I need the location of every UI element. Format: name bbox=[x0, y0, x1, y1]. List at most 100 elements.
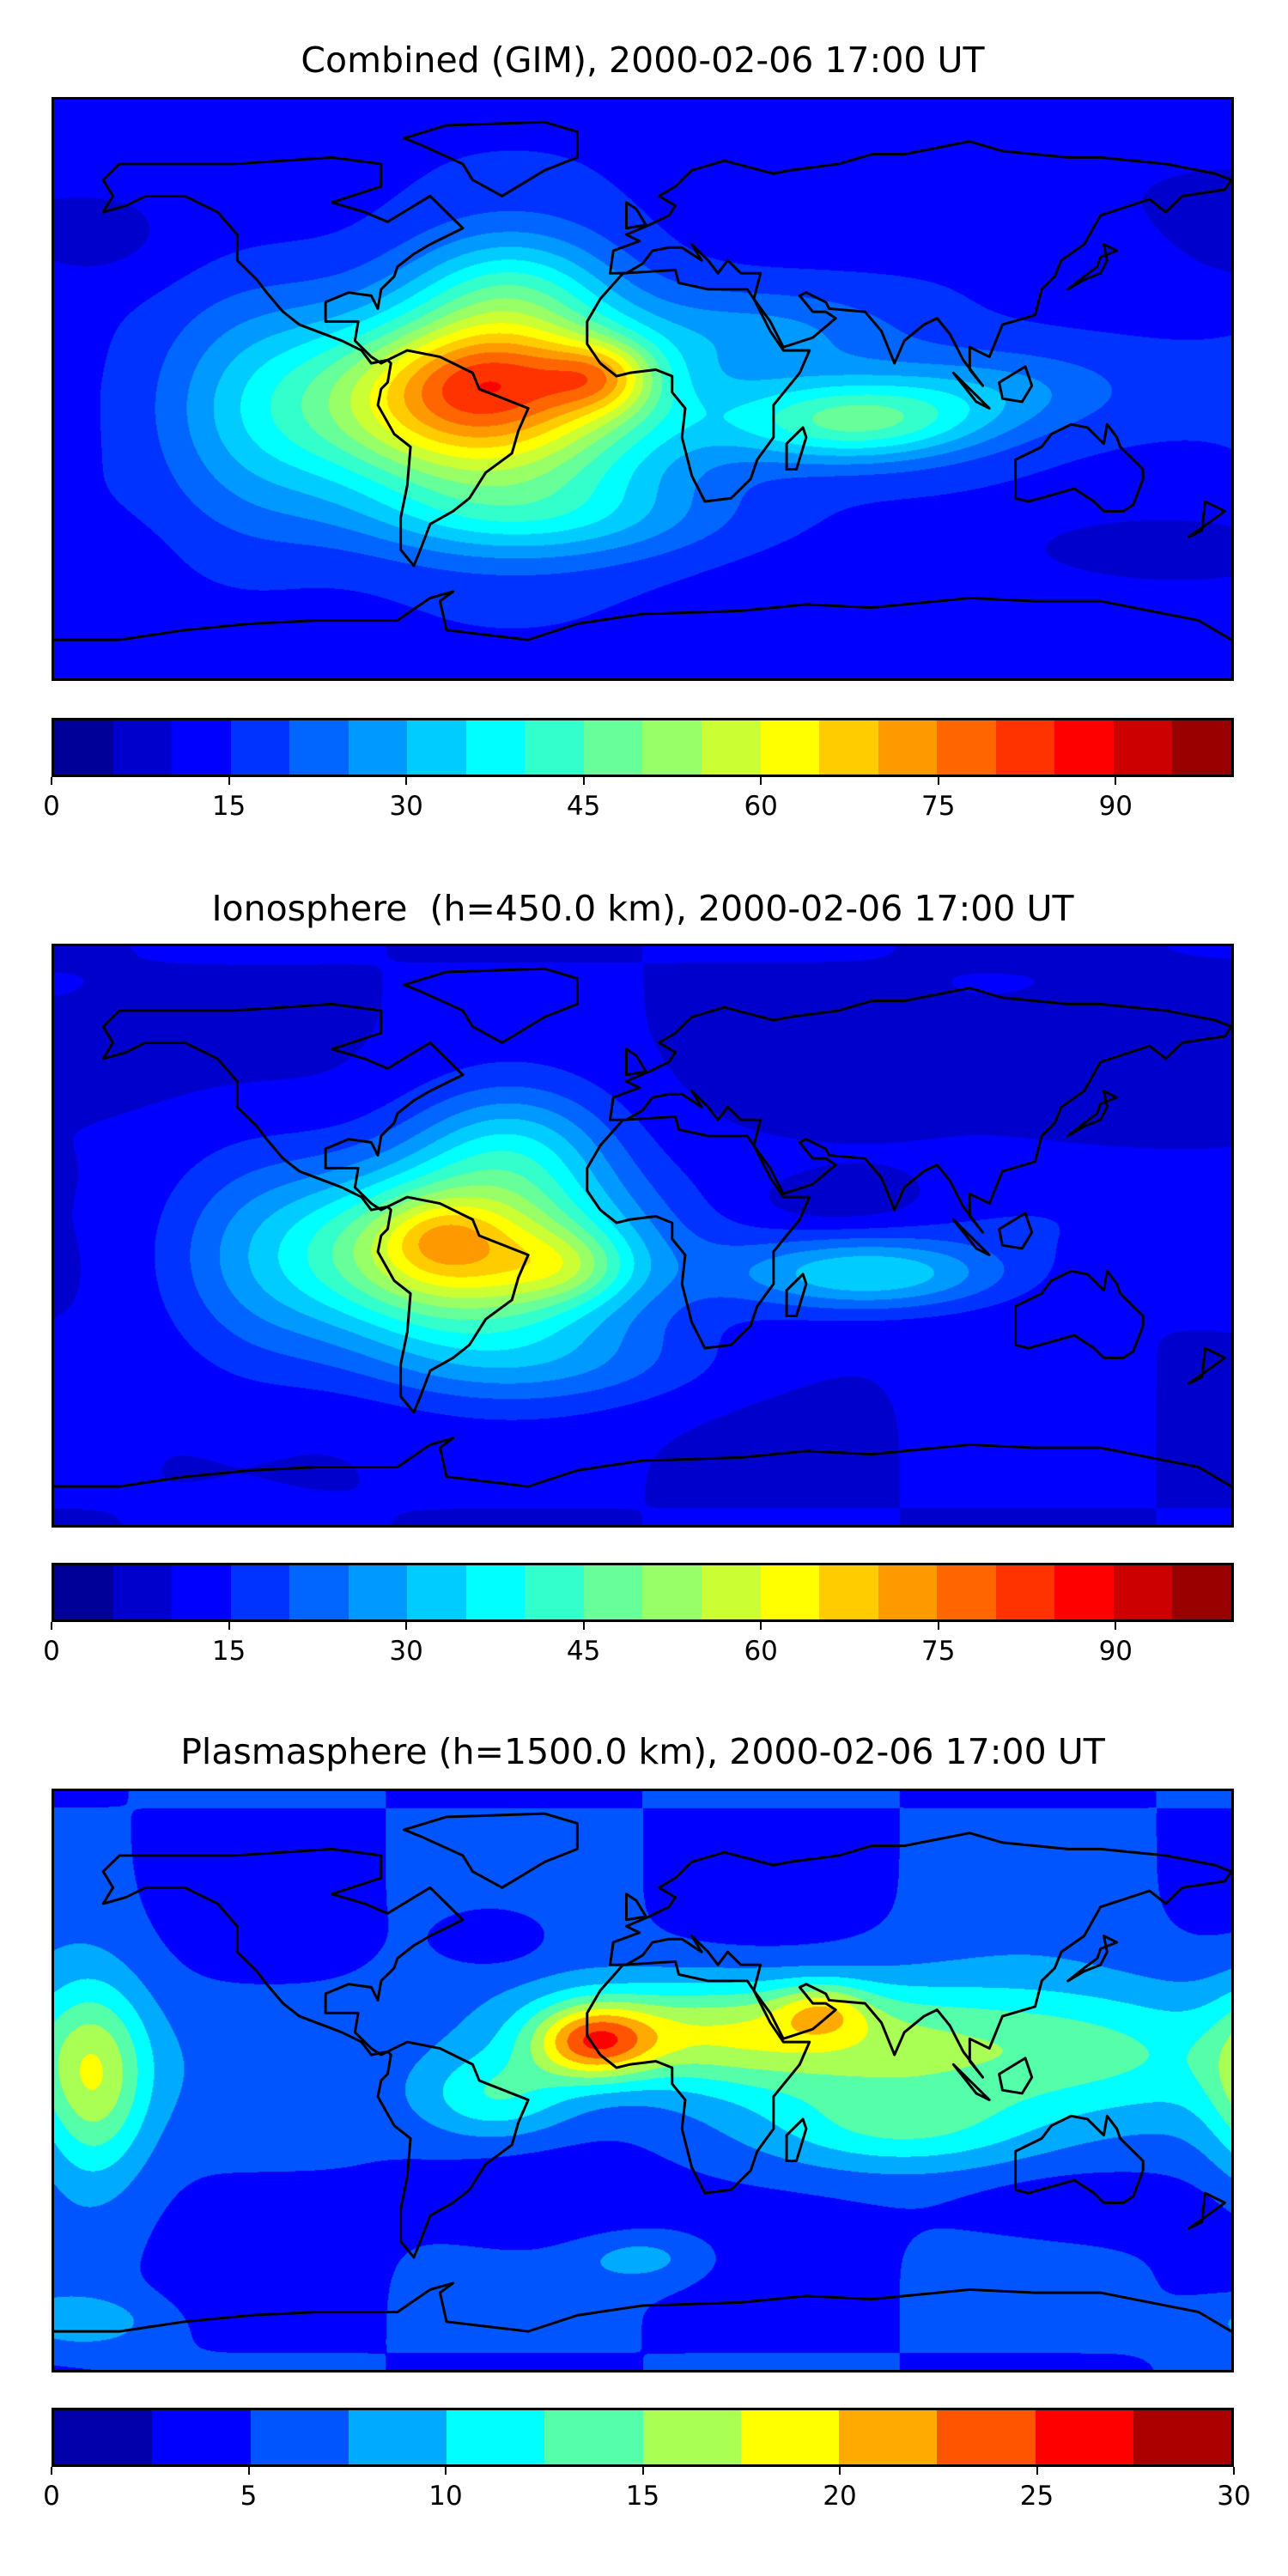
colorbar bbox=[52, 1563, 1234, 1622]
colorbar-segment bbox=[112, 720, 173, 775]
coastline bbox=[1066, 1090, 1119, 1138]
colorbar-tick-label: 15 bbox=[211, 791, 246, 822]
coastline bbox=[624, 1893, 647, 1922]
colorbar-segment bbox=[407, 720, 466, 775]
colorbar-tick-label: 90 bbox=[1098, 1636, 1133, 1667]
colorbar-tick bbox=[1115, 777, 1117, 785]
colorbar-tick bbox=[1233, 2467, 1235, 2475]
coastline bbox=[403, 1812, 579, 1889]
colorbar-segment bbox=[289, 1565, 349, 1619]
colorbar-segment bbox=[1054, 1565, 1114, 1619]
coastline bbox=[101, 1847, 465, 2057]
coastline bbox=[951, 1218, 991, 1256]
colorbar-tick bbox=[1036, 2467, 1038, 2475]
colorbar-segment bbox=[447, 2410, 545, 2464]
chart-title: Combined (GIM), 2000-02-06 17:00 UT bbox=[301, 39, 985, 81]
colorbar-segment bbox=[1172, 720, 1231, 775]
coastline bbox=[403, 120, 579, 197]
coastline bbox=[608, 987, 1231, 1234]
colorbar-tick bbox=[445, 2467, 447, 2475]
colorbar-segment bbox=[250, 2410, 349, 2464]
colorbar-segment bbox=[760, 720, 820, 775]
colorbar-segment bbox=[54, 720, 113, 775]
coastline bbox=[998, 365, 1034, 404]
coastline bbox=[586, 268, 811, 503]
colorbar-segment bbox=[583, 1565, 643, 1619]
coastline bbox=[101, 155, 465, 365]
contour-field bbox=[54, 100, 1231, 678]
colorbar-segment bbox=[348, 1565, 408, 1619]
colorbar-tick-label: 60 bbox=[744, 791, 778, 822]
colorbar-segment bbox=[642, 1565, 702, 1619]
coastline bbox=[998, 1212, 1034, 1250]
colorbar-tick-label: 0 bbox=[43, 2481, 60, 2512]
colorbar-tick-label: 15 bbox=[625, 2481, 660, 2512]
colorbar-tick bbox=[405, 1622, 408, 1630]
coastline bbox=[1066, 1935, 1119, 1983]
colorbar-tick-label: 30 bbox=[389, 1636, 423, 1667]
colorbar-segment bbox=[407, 1565, 466, 1619]
colorbar-segment bbox=[112, 1565, 173, 1619]
map-plasmasphere bbox=[52, 1789, 1234, 2372]
coastline bbox=[586, 1959, 811, 2195]
coastline bbox=[785, 426, 808, 471]
colorbar-segment bbox=[1172, 1565, 1231, 1619]
colorbar-segment bbox=[819, 720, 878, 775]
colorbar-tick-label: 20 bbox=[823, 2481, 857, 2512]
coastline bbox=[54, 1437, 1231, 1488]
contour-field bbox=[54, 946, 1231, 1525]
colorbar-segment bbox=[740, 2410, 839, 2464]
colorbar-segment bbox=[937, 720, 996, 775]
coastline bbox=[785, 1273, 808, 1318]
coastline bbox=[54, 2281, 1231, 2333]
coastlines bbox=[54, 1812, 1231, 2333]
colorbar-tick-label: 30 bbox=[389, 791, 423, 822]
colorbar-tick bbox=[405, 777, 408, 785]
colorbar-tick bbox=[937, 1622, 939, 1630]
colorbar-tick-label: 75 bbox=[921, 1636, 956, 1667]
coastline bbox=[1014, 422, 1145, 513]
colorbar-tick bbox=[1115, 1622, 1117, 1630]
map-combined bbox=[52, 97, 1234, 681]
colorbar-segment bbox=[348, 2410, 447, 2464]
coastline bbox=[1188, 2191, 1226, 2230]
coastline bbox=[376, 349, 530, 568]
colorbar-tick bbox=[760, 777, 762, 785]
colorbar-tick bbox=[247, 2467, 250, 2475]
colorbar-segment bbox=[525, 1565, 584, 1619]
coastline bbox=[54, 590, 1231, 641]
contour-field bbox=[54, 1791, 1231, 2370]
coastline bbox=[586, 1115, 811, 1350]
colorbar-segment bbox=[465, 1565, 526, 1619]
coastline bbox=[608, 140, 1231, 387]
colorbar-tick-label: 75 bbox=[921, 791, 956, 822]
colorbar-segment bbox=[172, 1565, 231, 1619]
coastlines bbox=[54, 967, 1231, 1488]
colorbar-segment bbox=[289, 720, 349, 775]
coastline bbox=[1066, 243, 1119, 291]
coastline bbox=[1188, 1346, 1226, 1385]
coastlines bbox=[54, 120, 1231, 641]
colorbar-tick bbox=[582, 1622, 585, 1630]
colorbar-ticks: 0 15 30 45 60 75 90 bbox=[43, 777, 1234, 829]
coastline bbox=[624, 1048, 647, 1077]
colorbar-segment bbox=[544, 2410, 643, 2464]
coastline bbox=[101, 1002, 465, 1212]
coastline bbox=[998, 2057, 1034, 2095]
colorbar-tick bbox=[51, 777, 52, 785]
colorbar-segment bbox=[878, 720, 938, 775]
coastline bbox=[403, 967, 579, 1044]
colorbar-ticks: 0 15 30 45 60 75 90 bbox=[43, 1622, 1234, 1674]
colorbar-segment bbox=[702, 720, 761, 775]
coastline bbox=[376, 1195, 530, 1414]
coastline bbox=[951, 371, 991, 410]
colorbar-segment bbox=[937, 2410, 1036, 2464]
colorbar-tick bbox=[228, 1622, 230, 1630]
colorbar-tick bbox=[760, 1622, 762, 1630]
colorbar-tick-label: 0 bbox=[43, 791, 60, 822]
coastline bbox=[1014, 1269, 1145, 1359]
coastline bbox=[376, 2040, 530, 2259]
colorbar-segment bbox=[839, 2410, 938, 2464]
colorbar-segment bbox=[348, 720, 408, 775]
colorbar-tick-label: 90 bbox=[1098, 791, 1133, 822]
